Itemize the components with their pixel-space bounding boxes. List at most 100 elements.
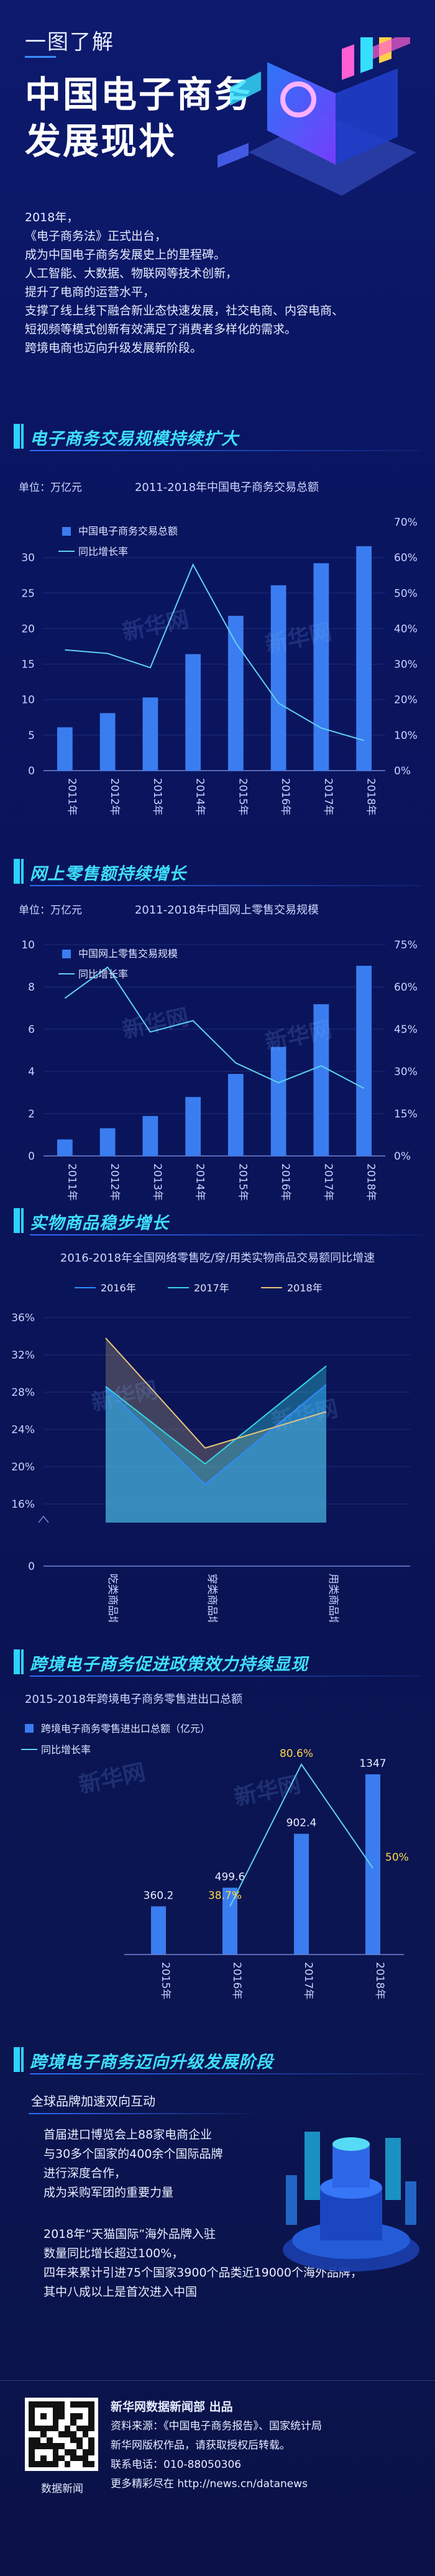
qr-cell bbox=[76, 2449, 83, 2455]
legend-label: 2017年 bbox=[194, 1282, 229, 1294]
y-left-tick: 30 bbox=[21, 552, 35, 564]
qr-cell bbox=[52, 2431, 59, 2437]
qr-cell bbox=[58, 2455, 65, 2462]
qr-cell bbox=[29, 2461, 35, 2467]
section-header-5: 跨境电子商务迈向升级发展阶段 bbox=[0, 2045, 435, 2074]
unit-label: 单位：万亿元 bbox=[19, 482, 82, 494]
qr-cell bbox=[88, 2461, 94, 2467]
chart-online-retail: 单位：万亿元 2011-2018年中国网上零售交易规模 0 2 4 6 8 10 0% 15% 30… bbox=[19, 904, 418, 1201]
qr-cell bbox=[29, 2425, 35, 2432]
section-header-3: 实物商品稳步增长 bbox=[0, 1206, 435, 1235]
x-tick: 2018年 bbox=[365, 778, 377, 815]
y-right-tick: 30% bbox=[394, 659, 418, 671]
x-tick: 2014年 bbox=[194, 778, 206, 815]
s5-para2: 2018年“天猫国际”海外品牌入驻 数量同比增长超过100%， 四年来累计引进7… bbox=[44, 2225, 429, 2302]
qr-cell bbox=[88, 2431, 94, 2437]
rate-label: 38.7% bbox=[208, 1890, 242, 1902]
section-bar bbox=[21, 1208, 24, 1233]
qr-cell bbox=[64, 2431, 71, 2437]
series-line bbox=[229, 1763, 373, 1907]
qr-cell bbox=[64, 2443, 71, 2450]
series-line bbox=[105, 1337, 327, 1449]
bar bbox=[142, 697, 158, 771]
qr-cell bbox=[34, 2461, 41, 2467]
qr-cell bbox=[52, 2413, 59, 2419]
y-left-tick: 10 bbox=[21, 939, 35, 951]
qr-cell bbox=[34, 2419, 41, 2426]
qr-cell bbox=[70, 2461, 77, 2467]
qr-cell bbox=[52, 2419, 59, 2426]
qr-pattern bbox=[29, 2401, 94, 2467]
qr-cell bbox=[70, 2449, 77, 2455]
qr-cell bbox=[64, 2425, 71, 2432]
y-left-tick: 20 bbox=[21, 623, 35, 635]
qr-cell bbox=[70, 2437, 77, 2444]
legend-label: 同比增长率 bbox=[78, 546, 128, 557]
qr-cell bbox=[70, 2425, 77, 2432]
qr-cell bbox=[70, 2407, 77, 2414]
copyright: 新华网版权作品，请获取授权后转载。 bbox=[111, 2439, 290, 2452]
footer-divider bbox=[0, 2380, 435, 2381]
bar bbox=[313, 563, 329, 771]
qr-cell bbox=[52, 2407, 59, 2414]
qr-cell bbox=[76, 2431, 83, 2437]
qr-cell bbox=[82, 2425, 89, 2432]
section-bar bbox=[21, 859, 24, 884]
y-right-tick: 60% bbox=[394, 552, 418, 564]
qr-cell bbox=[64, 2407, 71, 2414]
s5-line: 进行深度合作， bbox=[44, 2166, 127, 2180]
qr-cell bbox=[40, 2449, 47, 2455]
qr-cell bbox=[40, 2455, 47, 2462]
qr-cell bbox=[82, 2407, 89, 2414]
laptop-illustration bbox=[218, 37, 416, 196]
section-underline bbox=[30, 1675, 421, 1677]
bar bbox=[356, 966, 372, 1156]
bar bbox=[228, 1074, 244, 1156]
qr-cell bbox=[82, 2455, 89, 2462]
y-left-tick: 25 bbox=[21, 587, 35, 600]
more-link[interactable]: 更多精彩尽在 http://news.cn/datanews bbox=[111, 2478, 308, 2490]
watermark: 新华网 bbox=[232, 1772, 303, 1811]
chart-title: 2011-2018年中国电子商务交易总额 bbox=[135, 481, 319, 494]
qr-cell bbox=[82, 2449, 89, 2455]
qr-cell bbox=[46, 2455, 53, 2462]
x-tick: 穿类商品增速 bbox=[206, 1574, 218, 1622]
qr-cell bbox=[34, 2413, 41, 2419]
section-bar bbox=[14, 1208, 20, 1233]
qr-cell bbox=[46, 2419, 53, 2426]
qr-cell bbox=[76, 2401, 83, 2408]
unit-label: 单位：万亿元 bbox=[19, 904, 82, 917]
bar bbox=[365, 1774, 380, 1955]
qr-cell bbox=[40, 2461, 47, 2467]
y-right-tick: 10% bbox=[394, 730, 418, 742]
s5-line: 其中八成以上是首次进入中国 bbox=[44, 2285, 198, 2299]
kicker: 一图了解 bbox=[25, 30, 114, 55]
y-left-tick: 10 bbox=[21, 694, 35, 707]
qr-cell bbox=[76, 2437, 83, 2444]
qr-cell bbox=[64, 2413, 71, 2419]
y-right-tick: 45% bbox=[394, 1024, 418, 1036]
x-tick: 2015年 bbox=[159, 1962, 172, 1999]
qr-cell bbox=[40, 2443, 47, 2450]
y-right-tick: 20% bbox=[394, 694, 418, 707]
qr-cell bbox=[70, 2443, 77, 2450]
qr-cell bbox=[70, 2455, 77, 2462]
legend-label: 中国电子商务交易总额 bbox=[78, 525, 178, 537]
qr-code[interactable] bbox=[25, 2398, 98, 2471]
y-tick: 28% bbox=[11, 1387, 35, 1399]
y-right-tick: 60% bbox=[394, 981, 418, 994]
chart-title: 2015-2018年跨境电子商务零售进出口总额 bbox=[25, 1693, 242, 1706]
y-left-tick: 0 bbox=[28, 765, 35, 777]
qr-cell bbox=[76, 2413, 83, 2419]
x-tick: 2017年 bbox=[302, 1962, 314, 1999]
section-title: 跨境电子商务迈向升级发展阶段 bbox=[30, 2053, 273, 2072]
qr-cell bbox=[52, 2449, 59, 2455]
qr-cell bbox=[40, 2401, 47, 2408]
y-right-tick: 70% bbox=[394, 516, 418, 529]
qr-cell bbox=[88, 2443, 94, 2450]
qr-cell bbox=[64, 2419, 71, 2426]
legend-label: 同比增长率 bbox=[78, 968, 128, 980]
legend-label: 中国网上零售交易规模 bbox=[78, 948, 178, 960]
section-header-4: 跨境电子商务促进政策效力持续显现 bbox=[0, 1647, 435, 1677]
qr-cell bbox=[40, 2437, 47, 2444]
